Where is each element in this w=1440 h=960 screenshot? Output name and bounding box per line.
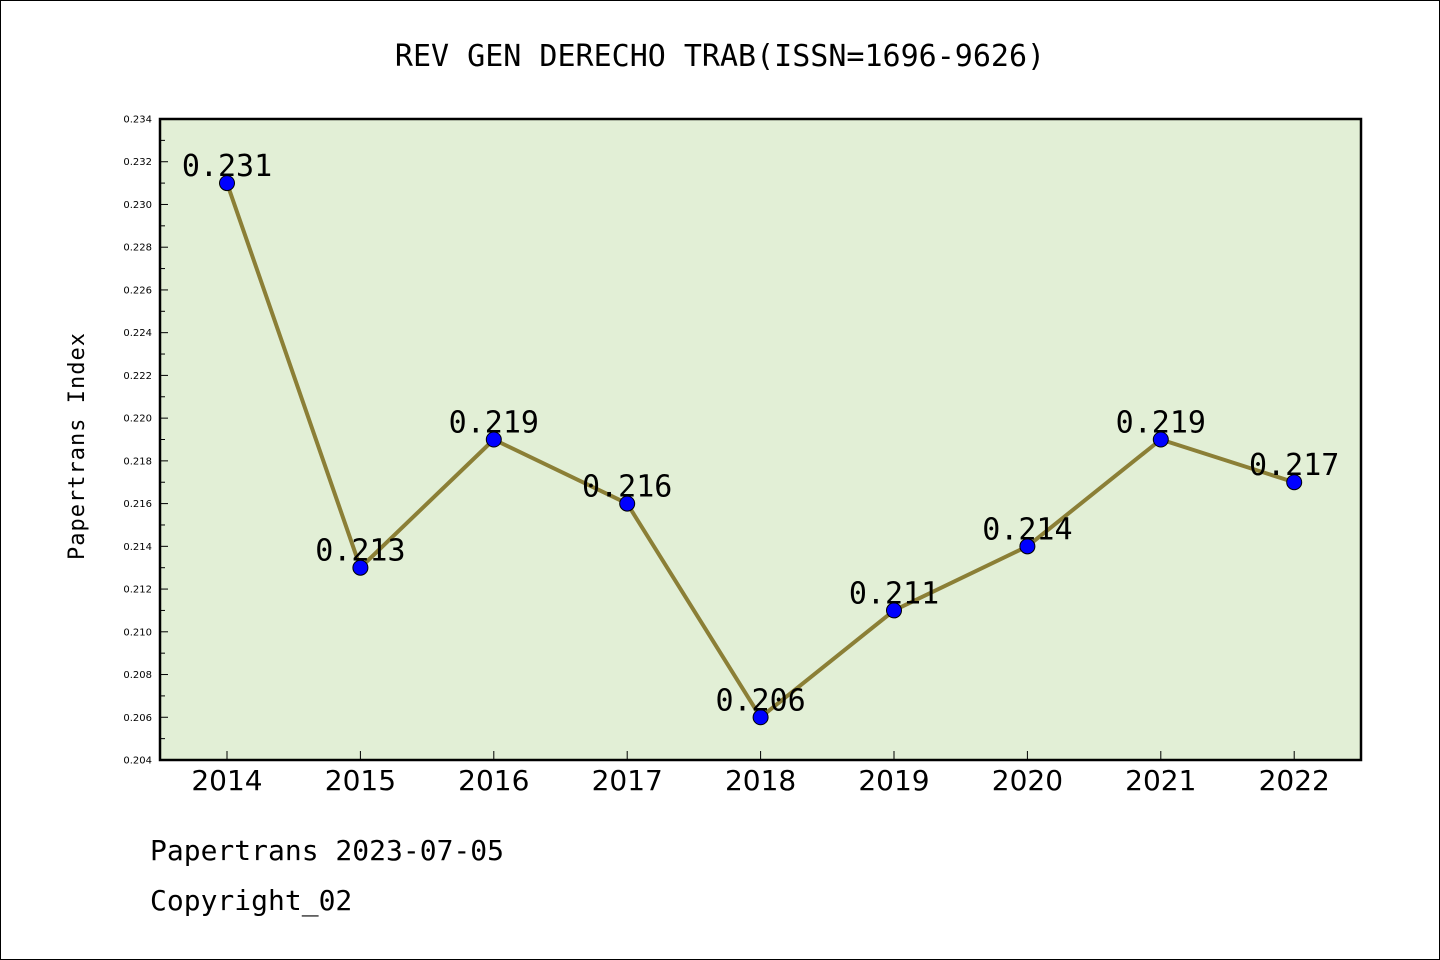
y-tick-label: 0.208 bbox=[123, 670, 152, 681]
data-point bbox=[886, 602, 902, 619]
data-label: 0.219 bbox=[449, 406, 539, 441]
y-tick-label: 0.212 bbox=[123, 585, 152, 596]
data-points bbox=[219, 175, 1303, 726]
data-label: 0.231 bbox=[182, 149, 272, 184]
x-axis-ticks: 2014 2015 2016 2017 2018 2019 2020 2021 2022 bbox=[191, 751, 1330, 797]
x-tick-label: 2018 bbox=[725, 764, 796, 797]
data-label: 0.211 bbox=[849, 576, 939, 611]
y-tick-label: 0.222 bbox=[123, 371, 152, 382]
data-label: 0.214 bbox=[982, 512, 1072, 547]
x-tick-label: 2015 bbox=[325, 764, 396, 797]
y-tick-label: 0.234 bbox=[123, 115, 152, 126]
data-point bbox=[352, 559, 369, 576]
data-labels: 0.231 0.213 0.219 0.216 0.206 0.211 0.214 0.219… bbox=[182, 149, 1340, 718]
y-tick-label: 0.214 bbox=[123, 542, 152, 553]
y-axis-label: Papertrans Index bbox=[65, 332, 90, 560]
footer-date: Papertrans 2023-07-05 bbox=[150, 834, 505, 867]
y-tick-label: 0.206 bbox=[123, 713, 152, 724]
y-tick-label: 0.232 bbox=[123, 157, 152, 168]
y-tick-label: 0.204 bbox=[123, 756, 152, 767]
x-tick-label: 2022 bbox=[1259, 764, 1330, 797]
x-tick-label: 2014 bbox=[191, 764, 262, 797]
data-label: 0.213 bbox=[315, 534, 405, 569]
x-tick-label: 2017 bbox=[592, 764, 663, 797]
y-tick-label: 0.226 bbox=[123, 285, 152, 296]
x-tick-label: 2021 bbox=[1125, 764, 1196, 797]
y-tick-label: 0.210 bbox=[123, 627, 152, 638]
data-point bbox=[1286, 474, 1303, 491]
data-point bbox=[1019, 538, 1036, 555]
y-axis-ticks: 0.204 0.206 0.208 0.210 0.212 0.214 0.216 0.218… bbox=[123, 115, 168, 767]
data-point bbox=[752, 709, 769, 726]
x-tick-label: 2016 bbox=[458, 764, 529, 797]
data-point bbox=[1152, 431, 1169, 448]
y-tick-label: 0.230 bbox=[123, 200, 152, 211]
chart-title: REV GEN DERECHO TRAB(ISSN=1696-9626) bbox=[395, 39, 1045, 74]
y-tick-label: 0.224 bbox=[123, 328, 152, 339]
y-tick-label: 0.216 bbox=[123, 499, 152, 510]
data-point bbox=[619, 495, 636, 512]
y-tick-label: 0.228 bbox=[123, 243, 152, 254]
data-point bbox=[485, 431, 502, 448]
data-label: 0.216 bbox=[582, 470, 672, 505]
y-tick-label: 0.218 bbox=[123, 456, 152, 467]
x-tick-label: 2019 bbox=[858, 764, 929, 797]
x-tick-label: 2020 bbox=[992, 764, 1063, 797]
data-point bbox=[219, 175, 235, 192]
data-label: 0.217 bbox=[1249, 448, 1339, 483]
data-label: 0.206 bbox=[715, 683, 805, 718]
y-tick-label: 0.220 bbox=[123, 414, 152, 425]
footer-copyright: Copyright_02 bbox=[150, 884, 353, 917]
data-label: 0.219 bbox=[1116, 406, 1206, 441]
